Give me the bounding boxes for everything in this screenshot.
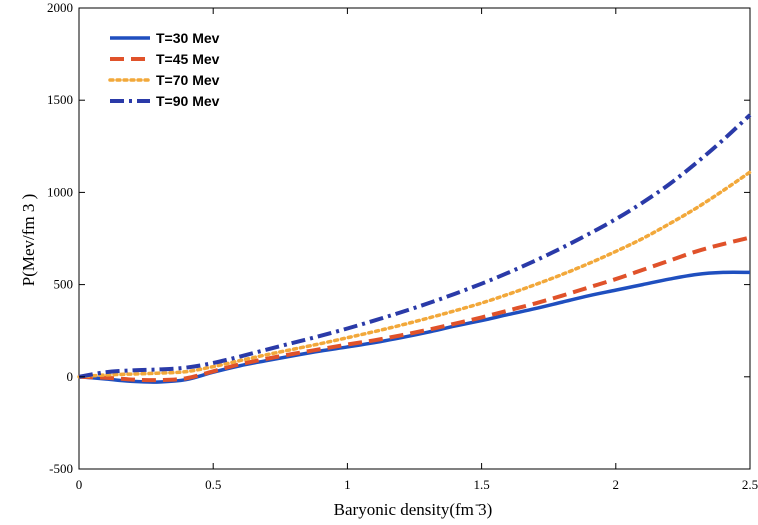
legend-label: T=45 Mev	[156, 51, 220, 67]
y-tick-label: 1500	[47, 92, 73, 107]
x-tick-label: 2.5	[742, 477, 758, 492]
x-axis-label: Baryonic density(fm ̄3)	[334, 500, 493, 519]
series-line	[78, 235, 751, 383]
series-line	[78, 113, 752, 379]
y-tick-label: 0	[67, 369, 74, 384]
y-tick-label: -500	[49, 461, 73, 476]
plot-frame	[78, 7, 751, 470]
x-tick-label: 0	[76, 477, 83, 492]
y-tick-label: 1000	[47, 184, 73, 199]
x-tick-label: 1	[344, 477, 351, 492]
legend-label: T=70 Mev	[156, 72, 220, 88]
legend: T=30 Mev T=45 Mev T=70 Mev T=90 Mev	[108, 30, 220, 109]
series-line	[77, 170, 752, 379]
y-axis-label: P(Mev/fm 3 )	[19, 194, 38, 287]
y-tick-label: 500	[54, 277, 74, 292]
x-tick-label: 2	[613, 477, 620, 492]
series-line	[78, 270, 751, 384]
legend-label: T=90 Mev	[156, 93, 220, 109]
x-tick-label: 1.5	[473, 477, 489, 492]
y-tick-label: 2000	[47, 0, 73, 15]
legend-label: T=30 Mev	[156, 30, 220, 46]
series-group	[77, 113, 752, 384]
x-tick-label: 0.5	[205, 477, 221, 492]
